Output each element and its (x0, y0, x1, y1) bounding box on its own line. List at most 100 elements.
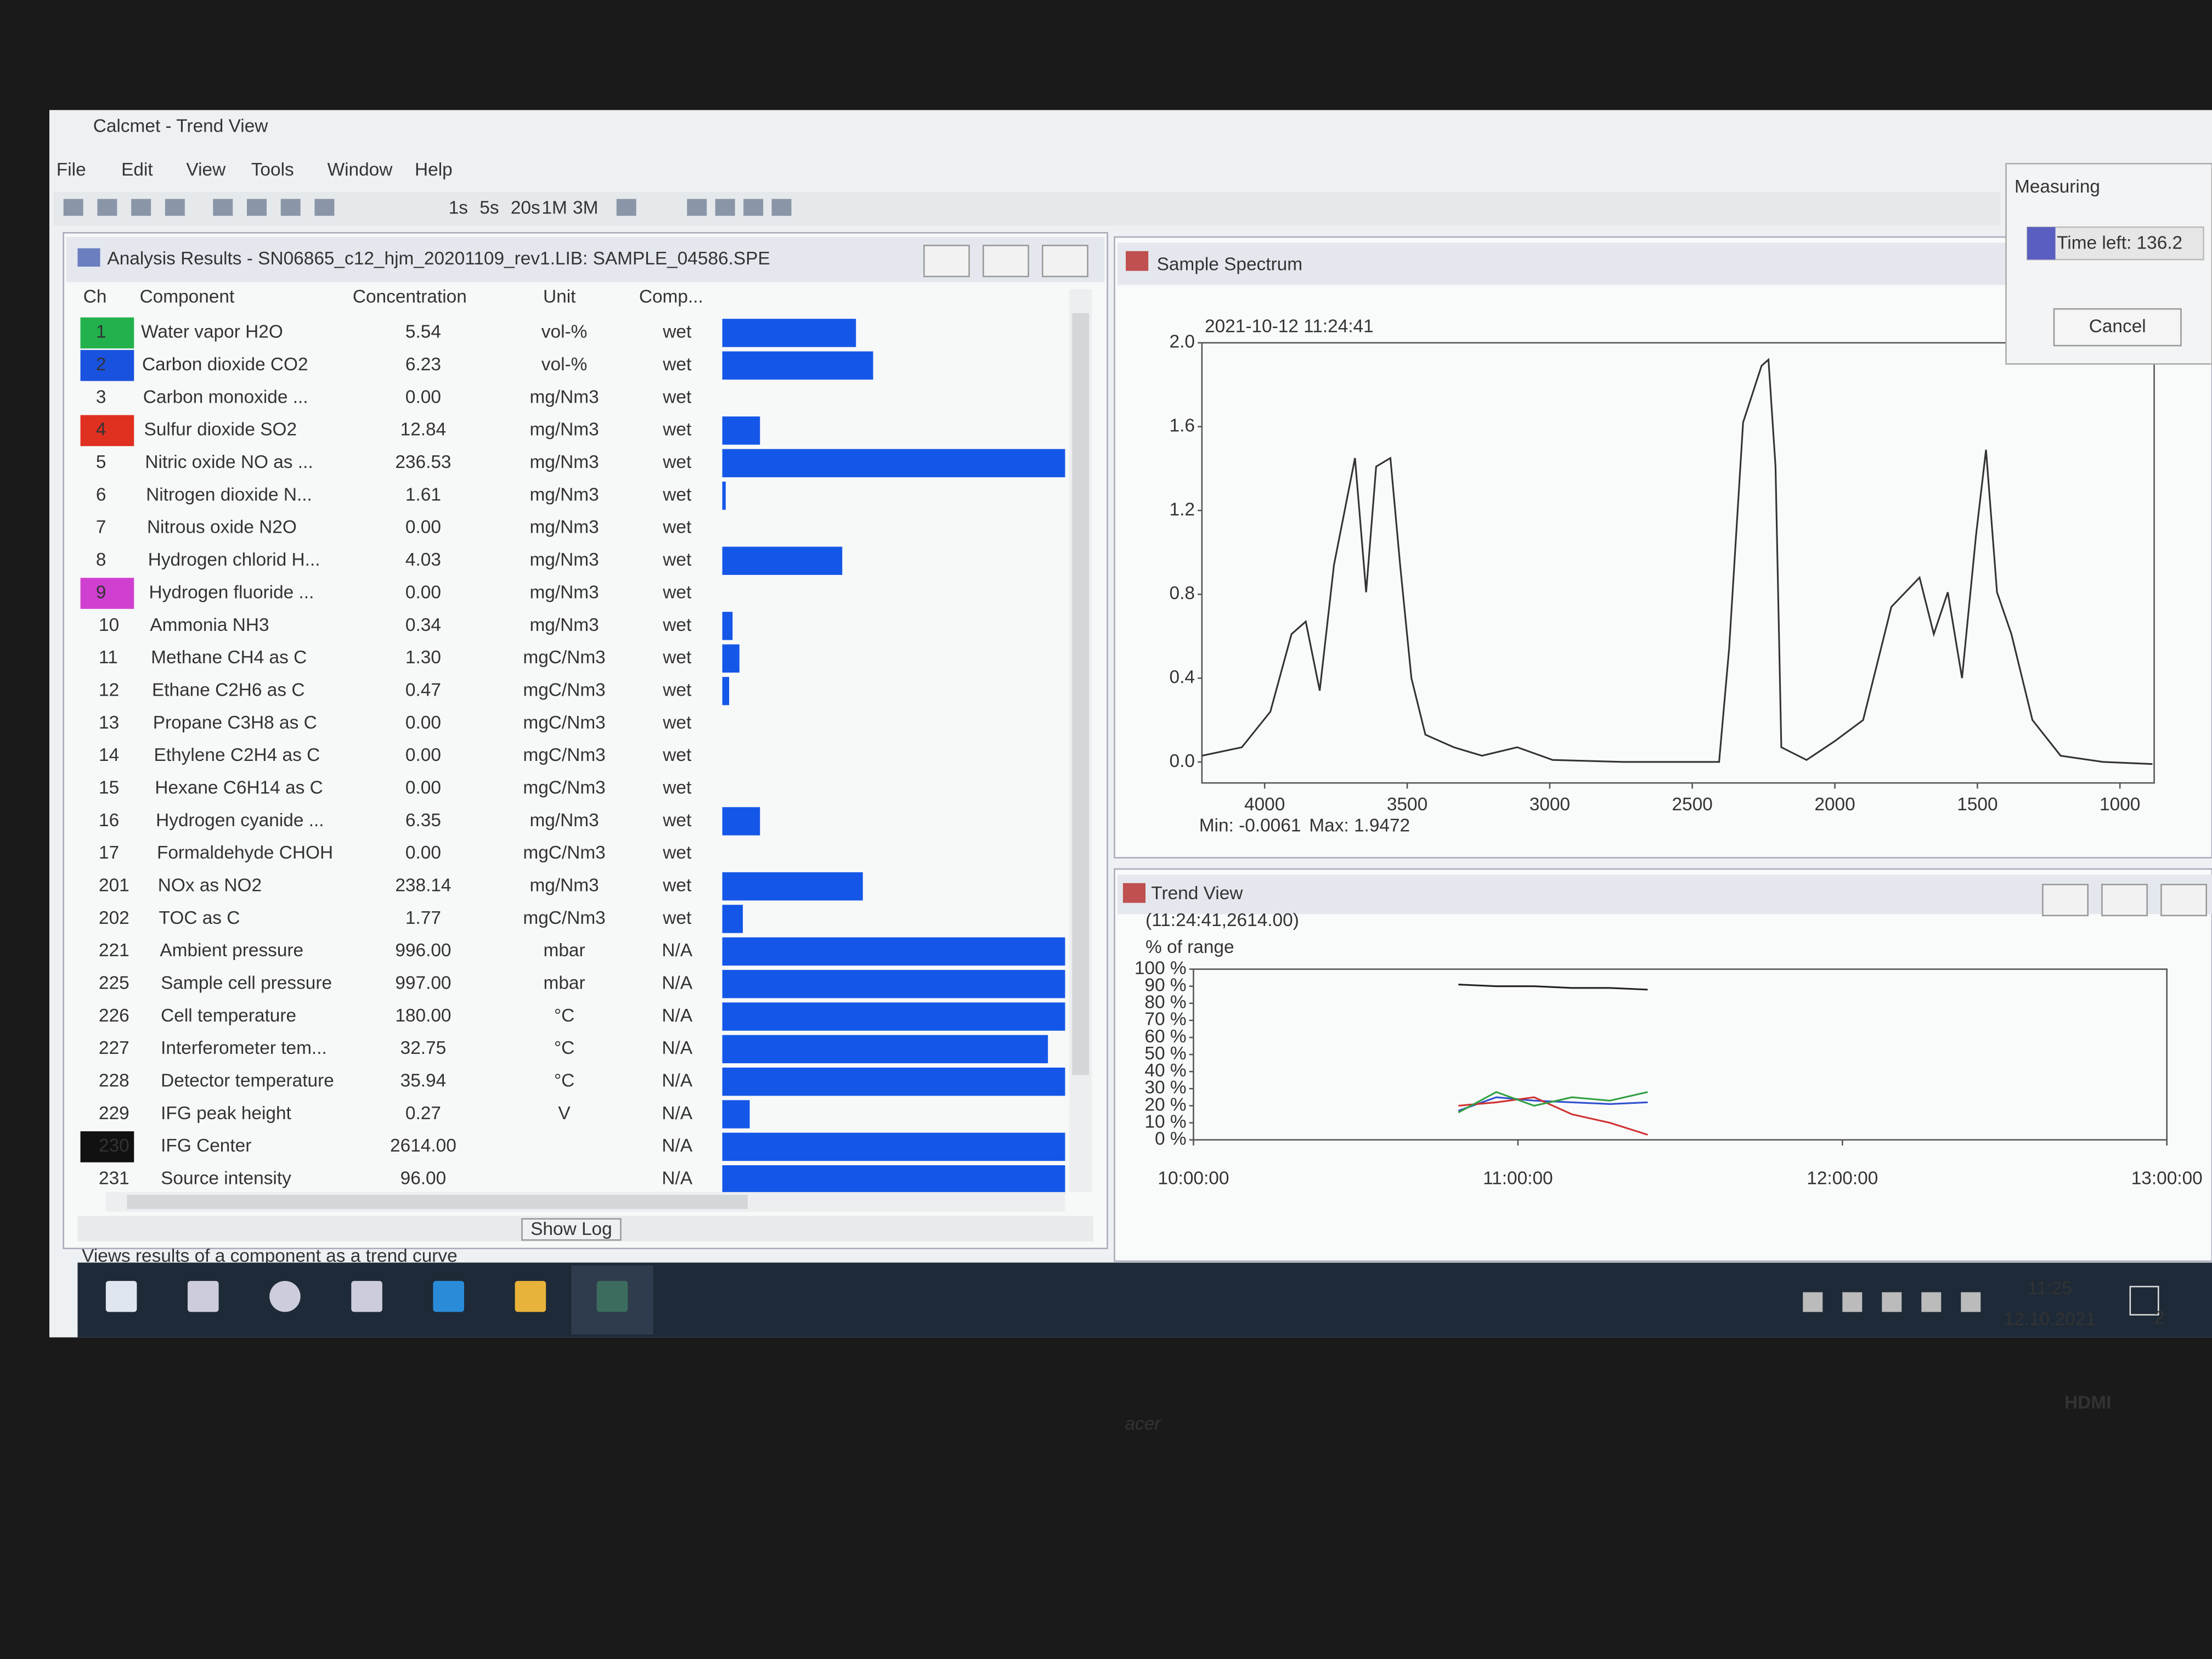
close-button[interactable] (2160, 884, 2208, 917)
channel-number[interactable]: 11 (99, 647, 118, 668)
channel-number[interactable]: 12 (99, 680, 119, 700)
toolbar-icon[interactable] (715, 199, 735, 216)
channel-number[interactable]: 2 (96, 354, 106, 375)
component-name[interactable]: Ambient pressure (160, 940, 303, 961)
toolbar-speed[interactable]: 1M (541, 198, 567, 218)
menu-item[interactable]: Tools (251, 160, 294, 180)
component-name[interactable]: Methane CH4 as C (151, 647, 307, 668)
menu-item[interactable]: Help (415, 160, 453, 180)
close-button[interactable] (1042, 245, 1088, 278)
channel-number[interactable]: 17 (99, 843, 119, 863)
column-header[interactable]: Concentration (353, 286, 467, 307)
channel-number[interactable]: 9 (96, 582, 106, 602)
channel-number[interactable]: 229 (99, 1103, 129, 1124)
channel-number[interactable]: 202 (99, 908, 129, 928)
component-name[interactable]: TOC as C (159, 908, 240, 928)
menu-item[interactable]: Window (328, 160, 393, 180)
minimize-button[interactable] (2042, 884, 2089, 917)
component-name[interactable]: Ethylene C2H4 as C (154, 745, 320, 765)
toolbar-icon[interactable] (280, 199, 301, 216)
tray-icon[interactable] (1961, 1292, 1981, 1312)
component-name[interactable]: Hexane C6H14 as C (155, 777, 323, 798)
channel-number[interactable]: 5 (96, 452, 106, 472)
channel-number[interactable]: 228 (99, 1071, 129, 1091)
edge-icon[interactable] (433, 1280, 464, 1312)
toolbar-icon[interactable] (213, 199, 233, 216)
channel-number[interactable]: 226 (99, 1006, 129, 1026)
toolbar-icon[interactable] (314, 199, 335, 216)
toolbar-icon[interactable] (131, 199, 151, 216)
menu-item[interactable]: Edit (121, 160, 153, 180)
channel-number[interactable]: 221 (99, 940, 129, 961)
cancel-button[interactable] (2053, 308, 2182, 347)
channel-number[interactable]: 231 (99, 1169, 129, 1189)
component-name[interactable]: Nitrous oxide N2O (147, 517, 297, 538)
tray-icon[interactable] (1842, 1292, 1863, 1312)
toolbar-icon[interactable] (165, 199, 185, 216)
column-header[interactable]: Comp... (639, 286, 703, 307)
channel-number[interactable]: 13 (99, 713, 119, 733)
toolbar-icon[interactable] (247, 199, 267, 216)
task-view-button[interactable] (351, 1280, 382, 1312)
toolbar-icon[interactable] (63, 199, 83, 216)
component-name[interactable]: Nitrogen dioxide N... (146, 484, 312, 505)
component-name[interactable]: Sulfur dioxide SO2 (144, 420, 297, 440)
component-name[interactable]: IFG peak height (161, 1103, 291, 1124)
component-name[interactable]: Carbon monoxide ... (143, 387, 308, 407)
component-name[interactable]: Detector temperature (161, 1071, 334, 1091)
channel-number[interactable]: 10 (99, 615, 119, 635)
component-name[interactable]: Cell temperature (161, 1006, 296, 1026)
component-name[interactable]: Source intensity (161, 1169, 291, 1189)
component-name[interactable]: Ammonia NH3 (150, 615, 269, 635)
component-name[interactable]: Interferometer tem... (161, 1038, 327, 1058)
channel-number[interactable]: 4 (96, 420, 106, 440)
component-name[interactable]: Hydrogen cyanide ... (156, 810, 324, 831)
tray-icon[interactable] (1921, 1292, 1942, 1312)
tray-icon[interactable] (1803, 1292, 1823, 1312)
channel-number[interactable]: 227 (99, 1038, 129, 1058)
channel-number[interactable]: 3 (96, 387, 106, 407)
maximize-button[interactable] (983, 245, 1029, 278)
tray-icon[interactable] (1882, 1292, 1902, 1312)
cancel-label[interactable]: Cancel (2089, 316, 2146, 336)
show-log-label[interactable]: Show Log (531, 1219, 612, 1239)
toolbar-speed[interactable]: 20s (511, 198, 540, 218)
cortana-button[interactable] (269, 1280, 301, 1312)
component-name[interactable]: Formaldehyde CHOH (157, 843, 333, 863)
toolbar-icon[interactable] (771, 199, 792, 216)
toolbar-speed[interactable]: 1s (449, 198, 468, 218)
channel-number[interactable]: 7 (96, 517, 106, 538)
component-name[interactable]: Propane C3H8 as C (153, 713, 317, 733)
toolbar-speed[interactable]: 3M (573, 198, 598, 218)
column-header[interactable]: Component (140, 286, 235, 307)
toolbar-icon[interactable] (687, 199, 707, 216)
explorer-icon[interactable] (515, 1280, 546, 1312)
component-name[interactable]: Nitric oxide NO as ... (145, 452, 313, 472)
component-name[interactable]: IFG Center (161, 1136, 251, 1156)
channel-number[interactable]: 201 (99, 875, 129, 895)
maximize-button[interactable] (2101, 884, 2148, 917)
component-name[interactable]: Hydrogen fluoride ... (149, 582, 314, 602)
component-name[interactable]: NOx as NO2 (158, 875, 262, 895)
column-header[interactable]: Ch (83, 286, 107, 307)
menu-item[interactable]: View (186, 160, 226, 180)
notification-icon[interactable] (2129, 1285, 2159, 1316)
start-button[interactable] (105, 1280, 137, 1312)
component-name[interactable]: Sample cell pressure (161, 973, 332, 993)
show-log-button[interactable] (521, 1218, 622, 1241)
channel-number[interactable]: 1 (96, 322, 106, 342)
component-name[interactable]: Water vapor H2O (141, 322, 283, 342)
toolbar-icon[interactable] (97, 199, 117, 216)
channel-number[interactable]: 14 (99, 745, 119, 765)
channel-number[interactable]: 6 (96, 484, 106, 505)
channel-number[interactable]: 15 (99, 777, 119, 798)
column-header[interactable]: Unit (543, 286, 576, 307)
channel-number[interactable]: 230 (99, 1136, 129, 1156)
channel-number[interactable]: 8 (96, 550, 106, 570)
search-button[interactable] (188, 1280, 219, 1312)
toolbar-icon[interactable] (616, 199, 636, 216)
component-name[interactable]: Carbon dioxide CO2 (142, 354, 308, 375)
component-name[interactable]: Ethane C2H6 as C (152, 680, 305, 700)
toolbar-speed[interactable]: 5s (479, 198, 499, 218)
channel-number[interactable]: 16 (99, 810, 119, 831)
